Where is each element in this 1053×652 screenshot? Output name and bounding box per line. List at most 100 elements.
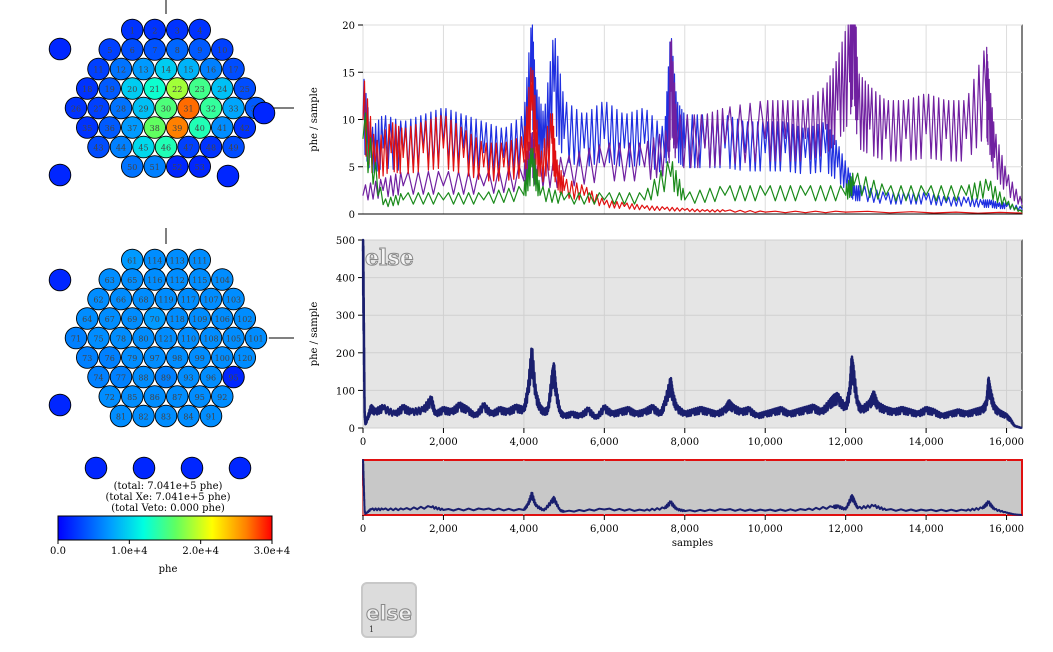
pmt-118[interactable]: 118 (165, 307, 189, 330)
pmt-68[interactable]: 68 (132, 287, 155, 311)
pmt-29[interactable]: 29 (132, 96, 155, 120)
pmt-2[interactable]: 2 (143, 18, 166, 42)
pmt-extra-59[interactable] (48, 393, 72, 417)
pmt-22[interactable]: 22 (165, 77, 189, 100)
veto-pmt-124[interactable] (180, 456, 204, 480)
pmt-87[interactable]: 87 (165, 385, 189, 408)
pmt-43[interactable]: 43 (87, 135, 110, 159)
pmt-92[interactable]: 92 (210, 385, 234, 408)
pmt-72[interactable]: 72 (98, 385, 121, 408)
pmt-111[interactable]: 111 (188, 248, 211, 272)
pmt-15[interactable]: 15 (177, 57, 200, 81)
pmt-64[interactable]: 64 (75, 307, 99, 330)
pmt-6[interactable]: 6 (120, 38, 144, 61)
pmt-107[interactable]: 107 (199, 287, 223, 311)
pmt-84[interactable]: 84 (177, 404, 200, 428)
pmt-103[interactable]: 103 (222, 287, 245, 311)
pmt-93[interactable]: 93 (177, 365, 200, 389)
pmt-106[interactable]: 106 (210, 307, 234, 330)
pmt-86[interactable]: 86 (143, 385, 166, 408)
pmt-3[interactable]: 3 (165, 18, 189, 42)
pmt-13[interactable]: 13 (132, 57, 155, 81)
pmt-extra-55[interactable] (252, 101, 276, 125)
pmt-100[interactable]: 100 (210, 346, 234, 369)
pmt-19[interactable]: 19 (98, 77, 121, 100)
pmt-21[interactable]: 21 (143, 77, 166, 100)
pmt-12[interactable]: 12 (109, 57, 133, 81)
veto-pmt-122[interactable] (84, 456, 108, 480)
pmt-17[interactable]: 17 (222, 57, 245, 81)
pmt-45[interactable]: 45 (132, 135, 155, 159)
pmt-75[interactable]: 75 (87, 326, 110, 350)
pmt-36[interactable]: 36 (98, 116, 121, 139)
pmt-24[interactable]: 24 (210, 77, 234, 100)
pmt-67[interactable]: 67 (98, 307, 121, 330)
overview-brush-chart[interactable]: 0 2,000 4,000 6,000 8,000 10,000 12,000 14,000 1… (300, 455, 1040, 555)
pmt-80[interactable]: 80 (132, 326, 155, 350)
pmt-40[interactable]: 40 (188, 116, 211, 139)
pmt-81[interactable]: 81 (109, 404, 133, 428)
pmt-116[interactable]: 116 (143, 268, 166, 291)
pmt-82[interactable]: 82 (132, 404, 155, 428)
pmt-104[interactable]: 104 (210, 268, 234, 291)
pmt-16[interactable]: 16 (199, 57, 223, 81)
pmt-66[interactable]: 66 (109, 287, 133, 311)
pmt-9[interactable]: 9 (188, 38, 211, 61)
pmt-51[interactable]: 51 (143, 155, 166, 178)
pmt-85[interactable]: 85 (120, 385, 144, 408)
pmt-102[interactable]: 102 (233, 307, 256, 330)
pmt-38[interactable]: 38 (143, 116, 166, 139)
pmt-77[interactable]: 77 (109, 365, 133, 389)
else-button[interactable]: else 1 (361, 582, 417, 638)
pmt-117[interactable]: 117 (177, 287, 200, 311)
pmt-4[interactable]: 4 (188, 18, 211, 42)
pmt-61[interactable]: 61 (120, 248, 144, 272)
pmt-32[interactable]: 32 (199, 96, 223, 120)
pmt-42[interactable]: 42 (233, 116, 256, 139)
pmt-113[interactable]: 113 (165, 248, 189, 272)
pmt-extra-54[interactable] (48, 37, 72, 61)
pmt-18[interactable]: 18 (75, 77, 99, 100)
pmt-63[interactable]: 63 (98, 268, 121, 291)
pmt-31[interactable]: 31 (177, 96, 200, 120)
pmt-101[interactable]: 101 (244, 326, 268, 350)
pmt-47[interactable]: 47 (177, 135, 200, 159)
pmt-97[interactable]: 97 (143, 346, 166, 369)
pmt-121[interactable]: 121 (154, 326, 178, 350)
pmt-98[interactable]: 98 (165, 346, 189, 369)
pmt-39[interactable]: 39 (165, 116, 189, 139)
pmt-78[interactable]: 78 (109, 326, 133, 350)
pmt-48[interactable]: 48 (199, 135, 223, 159)
pmt-62[interactable]: 62 (87, 287, 110, 311)
pmt-76[interactable]: 76 (98, 346, 121, 369)
pmt-1[interactable]: 1 (120, 18, 144, 42)
pmt-14[interactable]: 14 (154, 57, 178, 81)
pmt-7[interactable]: 7 (143, 38, 166, 61)
pmt-89[interactable]: 89 (154, 365, 178, 389)
pmt-27[interactable]: 27 (87, 96, 110, 120)
pmt-extra-57[interactable] (216, 164, 240, 188)
veto-pmt-125[interactable] (228, 456, 252, 480)
pmt-52[interactable]: 52 (165, 155, 189, 178)
pmt-112[interactable]: 112 (165, 268, 189, 291)
veto-pmt-123[interactable] (132, 456, 156, 480)
pmt-88[interactable]: 88 (132, 365, 155, 389)
pmt-44[interactable]: 44 (109, 135, 133, 159)
pmt-41[interactable]: 41 (210, 116, 234, 139)
summed-waveform-chart[interactable]: 0 100 200 300 400 500 0 2,000 4,000 6,000 8,000 10,… (300, 232, 1040, 457)
pmt-74[interactable]: 74 (87, 365, 110, 389)
pmt-91[interactable]: 91 (199, 404, 223, 428)
pmt-65[interactable]: 65 (120, 268, 144, 291)
pmt-69[interactable]: 69 (120, 307, 144, 330)
pmt-83[interactable]: 83 (154, 404, 178, 428)
pmt-waveforms-chart[interactable]: 0 5 10 15 20 phe / sample (300, 14, 1040, 224)
pmt-50[interactable]: 50 (120, 155, 144, 178)
pmt-120[interactable]: 120 (233, 346, 256, 369)
pmt-extra-56[interactable] (48, 163, 72, 187)
pmt-114[interactable]: 114 (143, 248, 166, 272)
pmt-46[interactable]: 46 (154, 135, 178, 159)
pmt-11[interactable]: 11 (87, 57, 110, 81)
pmt-49[interactable]: 49 (222, 135, 245, 159)
pmt-95b[interactable]: 95 (222, 365, 245, 389)
pmt-26[interactable]: 26 (64, 96, 88, 120)
